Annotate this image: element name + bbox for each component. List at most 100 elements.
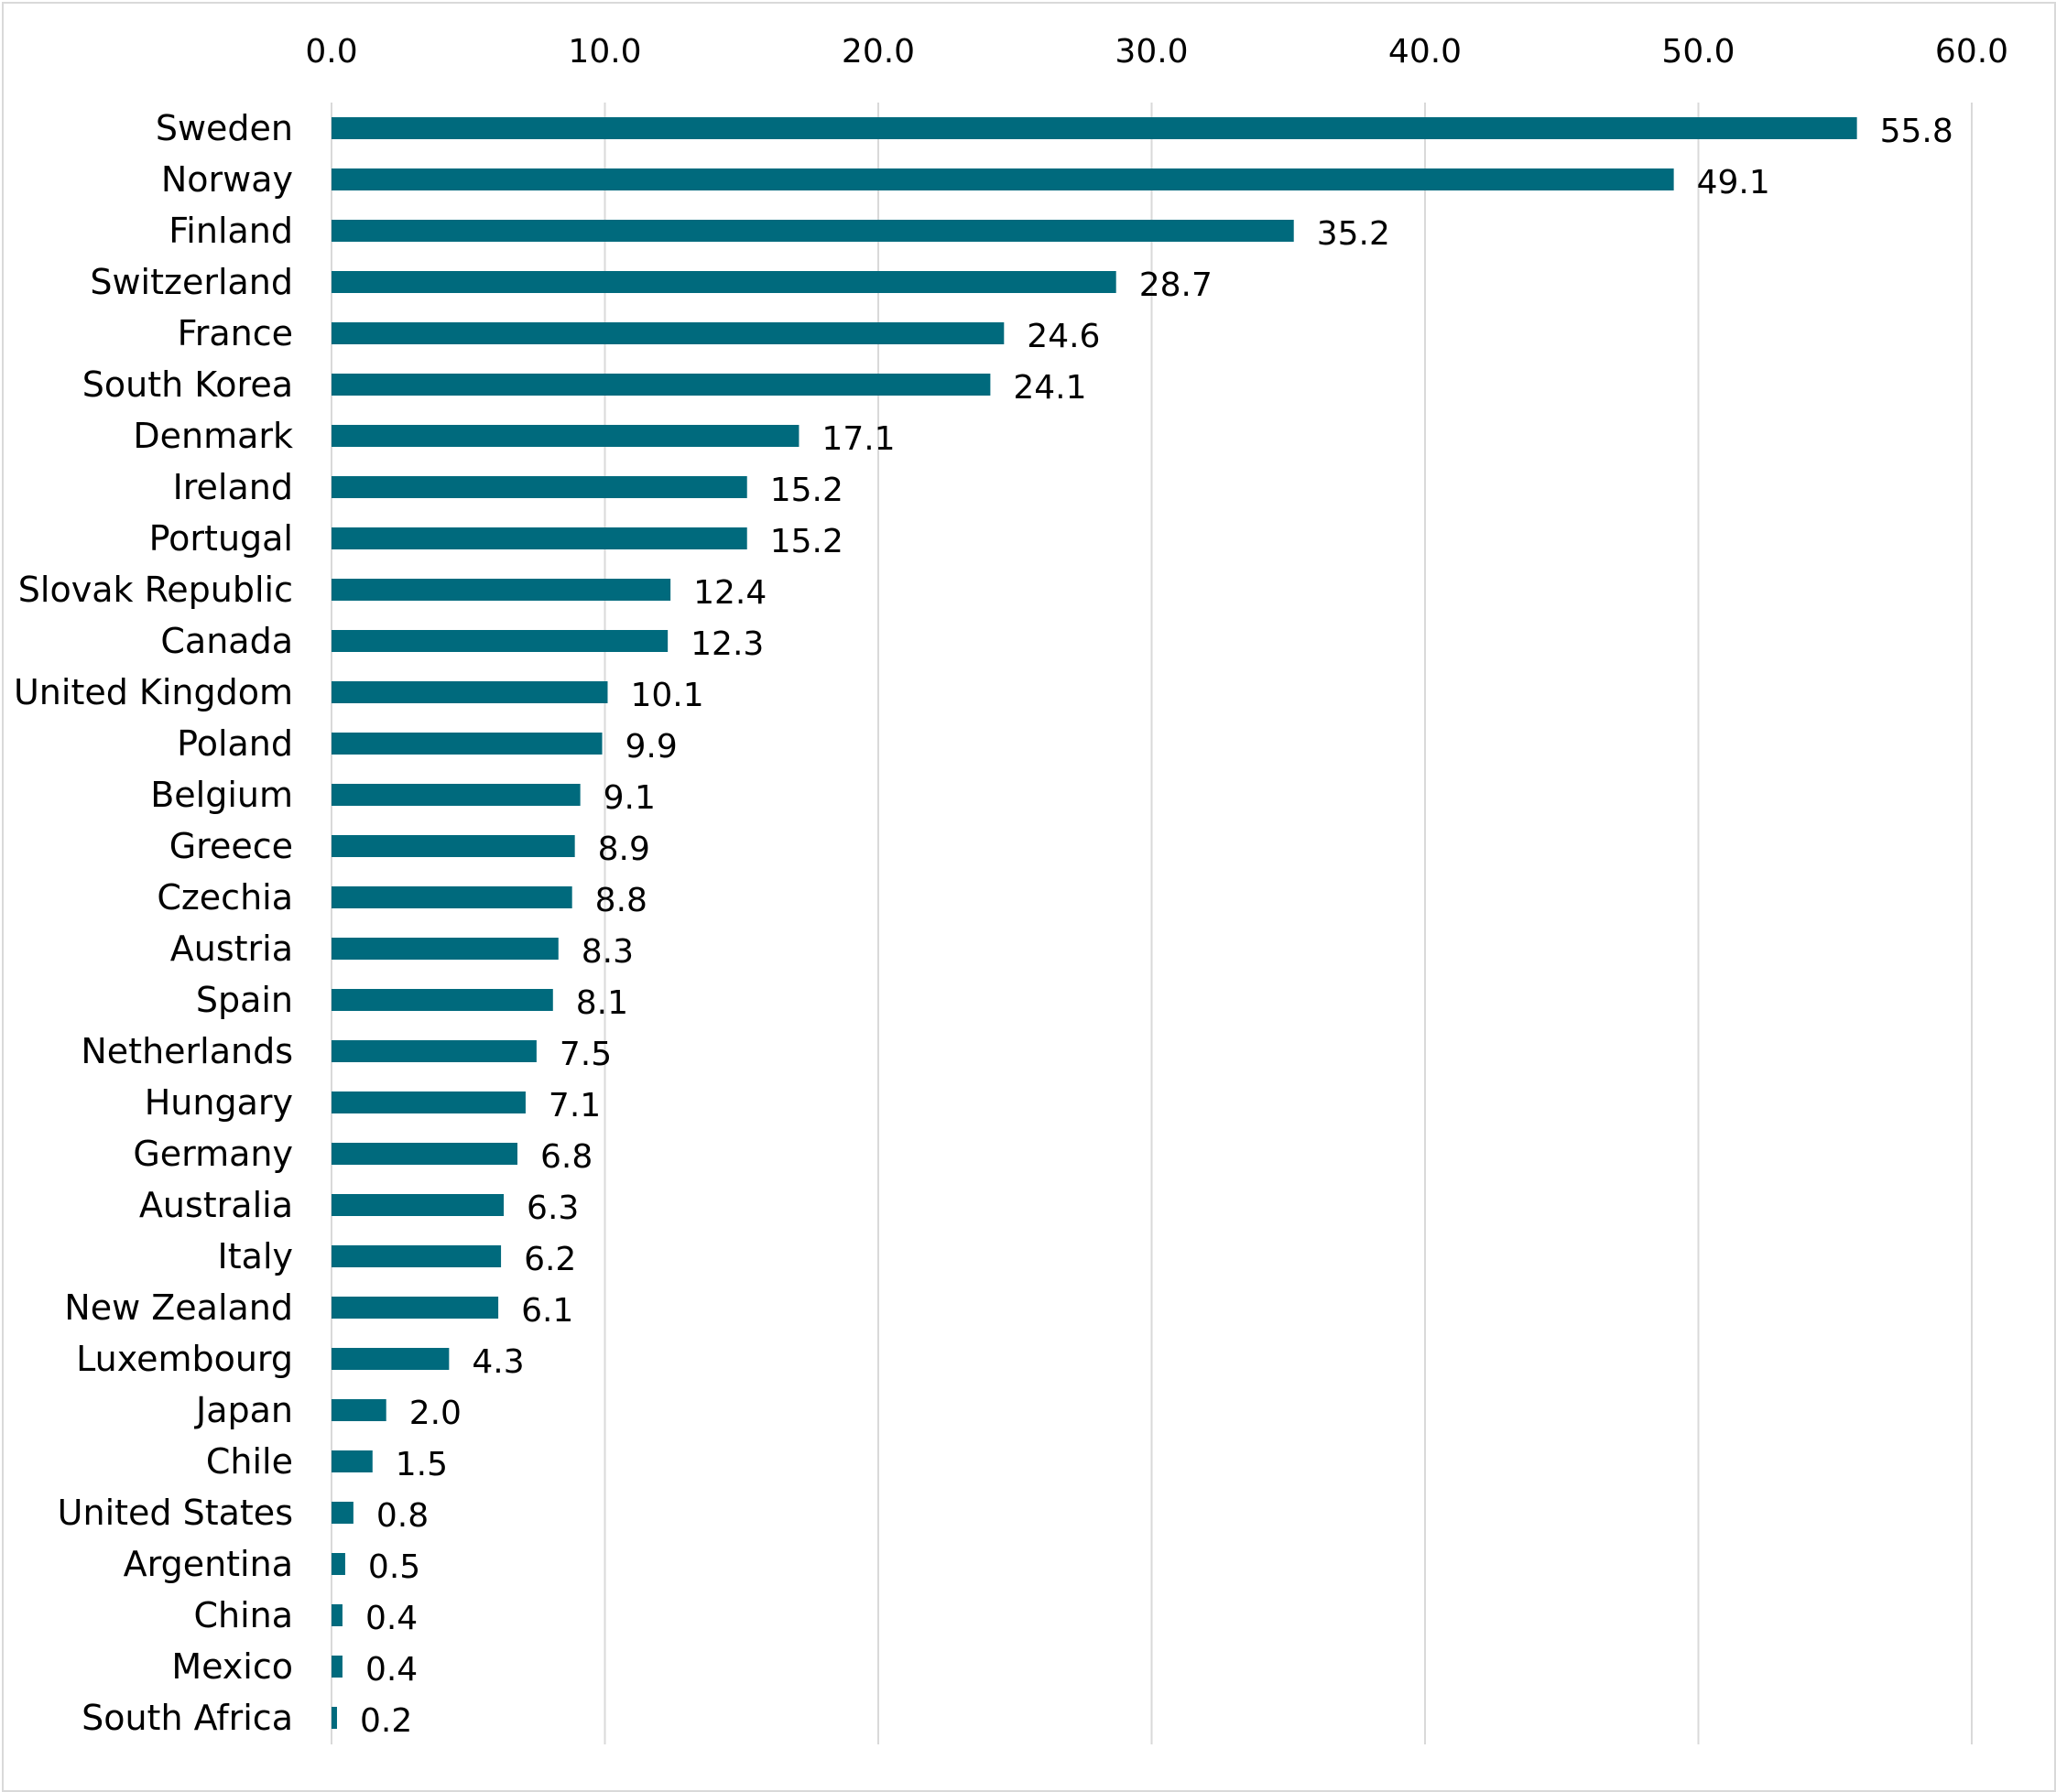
bar xyxy=(332,1297,499,1319)
category-label: Sweden xyxy=(156,108,293,148)
category-label: Japan xyxy=(194,1390,293,1430)
bar xyxy=(332,579,671,601)
bar xyxy=(332,1502,354,1524)
bar xyxy=(332,271,1116,293)
bar xyxy=(332,476,747,498)
data-label: 6.8 xyxy=(540,1138,593,1176)
bar xyxy=(332,1707,337,1729)
data-label: 9.1 xyxy=(604,779,656,817)
bar xyxy=(332,1143,517,1165)
data-label: 24.1 xyxy=(1013,369,1086,407)
data-label: 10.1 xyxy=(630,677,703,714)
category-label: Denmark xyxy=(133,416,293,456)
category-label: Greece xyxy=(169,826,293,866)
data-label: 6.2 xyxy=(524,1241,576,1278)
category-label: Switzerland xyxy=(90,262,293,302)
data-label: 8.8 xyxy=(595,882,647,919)
data-label: 4.3 xyxy=(472,1343,524,1381)
bar xyxy=(332,1399,386,1421)
data-label: 1.5 xyxy=(396,1446,448,1483)
data-label: 28.7 xyxy=(1139,266,1213,304)
data-label: 55.8 xyxy=(1880,113,1953,150)
data-label: 0.4 xyxy=(365,1651,418,1689)
category-label: South Africa xyxy=(82,1698,293,1738)
category-label: South Korea xyxy=(82,364,293,405)
data-label: 15.2 xyxy=(770,472,843,509)
data-label: 15.2 xyxy=(770,523,843,560)
data-label: 9.9 xyxy=(626,728,678,766)
data-label: 12.3 xyxy=(691,625,764,663)
data-label: 7.1 xyxy=(549,1087,601,1124)
data-label: 24.6 xyxy=(1027,318,1100,355)
data-label: 17.1 xyxy=(821,420,895,458)
category-label: Germany xyxy=(133,1134,293,1174)
bar xyxy=(332,1604,343,1626)
x-tick-label: 40.0 xyxy=(1388,33,1462,71)
bars xyxy=(332,117,1857,1729)
data-label: 8.3 xyxy=(582,933,634,971)
category-label: Poland xyxy=(177,723,293,764)
category-label: Slovak Republic xyxy=(18,570,293,610)
bar xyxy=(332,168,1674,190)
x-tick-label: 50.0 xyxy=(1661,33,1735,71)
category-label: New Zealand xyxy=(64,1287,293,1328)
category-label: Canada xyxy=(160,621,293,661)
category-label: United States xyxy=(58,1493,293,1533)
bar xyxy=(332,1040,537,1062)
category-label: Belgium xyxy=(150,775,293,815)
data-label: 0.2 xyxy=(360,1702,412,1740)
bar xyxy=(332,1553,345,1575)
x-tick-label: 30.0 xyxy=(1115,33,1188,71)
bar xyxy=(332,733,603,755)
x-tick-label: 20.0 xyxy=(842,33,915,71)
bar xyxy=(332,374,991,396)
gridlines xyxy=(331,103,1973,1744)
bar xyxy=(332,681,608,703)
bar xyxy=(332,1656,343,1678)
category-label: Ireland xyxy=(173,467,293,507)
x-tick-label: 10.0 xyxy=(568,33,641,71)
data-label: 6.3 xyxy=(527,1189,579,1227)
bar xyxy=(332,425,800,447)
category-label: Norway xyxy=(161,159,293,200)
data-label: 7.5 xyxy=(560,1036,612,1073)
bar xyxy=(332,835,575,857)
data-label: 0.8 xyxy=(376,1497,429,1535)
category-label: Hungary xyxy=(145,1082,293,1123)
category-labels: Sweden Norway Finland Switzerland France Sout… xyxy=(14,108,293,1738)
data-label: 49.1 xyxy=(1697,164,1770,201)
data-label: 6.1 xyxy=(521,1292,573,1330)
x-tick-label: 0.0 xyxy=(305,33,357,71)
bar xyxy=(332,1091,526,1113)
data-label: 2.0 xyxy=(409,1395,462,1432)
category-label: Australia xyxy=(139,1185,293,1225)
bar xyxy=(332,322,1005,344)
category-label: Spain xyxy=(196,980,293,1020)
data-label: 8.9 xyxy=(598,831,650,868)
category-label: Austria xyxy=(170,929,293,969)
bar xyxy=(332,527,747,549)
category-label: United Kingdom xyxy=(14,672,293,712)
data-label: 0.5 xyxy=(368,1548,420,1586)
category-label: Finland xyxy=(169,211,293,251)
x-axis-ticks: 0.0 10.0 20.0 30.0 40.0 50.0 60.0 xyxy=(305,33,2008,71)
x-tick-label: 60.0 xyxy=(1935,33,2008,71)
bar xyxy=(332,117,1857,139)
bar xyxy=(332,938,559,960)
category-label: Mexico xyxy=(171,1646,293,1687)
category-label: Chile xyxy=(206,1441,293,1482)
category-label: Netherlands xyxy=(81,1031,293,1071)
bar xyxy=(332,1245,502,1267)
category-label: Czechia xyxy=(157,877,293,918)
data-label: 12.4 xyxy=(693,574,767,612)
bar xyxy=(332,989,553,1011)
data-label: 35.2 xyxy=(1317,215,1390,253)
category-label: Luxembourg xyxy=(76,1339,293,1379)
data-label: 0.4 xyxy=(365,1600,418,1637)
bar xyxy=(332,1450,373,1472)
category-label: Argentina xyxy=(124,1544,293,1584)
bar xyxy=(332,886,572,908)
bar xyxy=(332,630,669,652)
data-label: 8.1 xyxy=(576,984,628,1022)
